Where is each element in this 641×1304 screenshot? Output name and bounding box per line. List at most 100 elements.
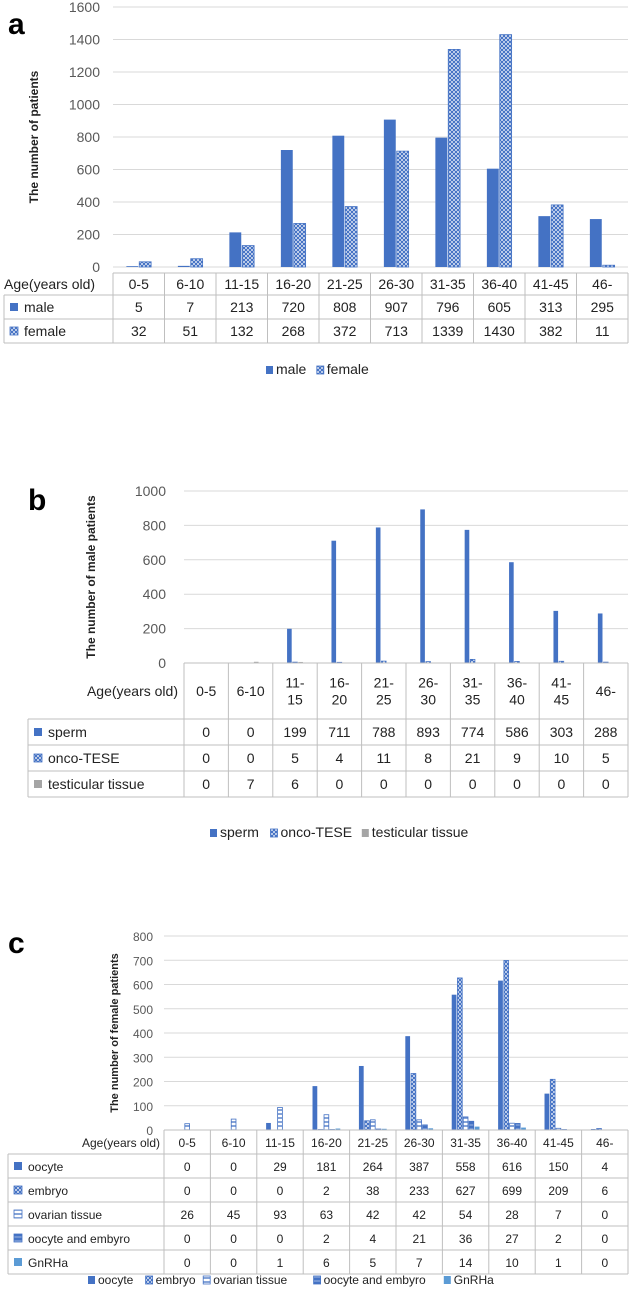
data-value-label: 8 bbox=[424, 750, 432, 766]
data-value-label: 199 bbox=[283, 724, 307, 740]
data-value-label: 11 bbox=[595, 323, 610, 339]
bar-onco-TESE bbox=[470, 659, 475, 663]
bar-oocyte-and-embyro bbox=[469, 1121, 474, 1130]
data-value-label: 26 bbox=[181, 1208, 195, 1222]
bar-sperm bbox=[598, 613, 603, 663]
data-value-label: 7 bbox=[186, 299, 194, 315]
bar-embryo bbox=[411, 1073, 416, 1130]
table-legend-key bbox=[14, 1258, 22, 1266]
bar-sperm bbox=[509, 562, 514, 663]
y-tick-label: 200 bbox=[77, 227, 101, 243]
legend-label: embryo bbox=[156, 1273, 196, 1287]
data-value-label: 6 bbox=[291, 776, 299, 792]
bar-oocyte bbox=[266, 1123, 271, 1130]
data-value-label: 893 bbox=[417, 724, 441, 740]
x-axis-title: Age(years old) bbox=[87, 683, 178, 699]
data-value-label: 2 bbox=[555, 1232, 562, 1246]
x-tick-label: 31-35 bbox=[450, 1136, 481, 1150]
data-value-label: 14 bbox=[459, 1256, 473, 1270]
data-value-label: 699 bbox=[502, 1184, 522, 1198]
legend-key bbox=[146, 1276, 153, 1284]
data-value-label: 7 bbox=[247, 776, 255, 792]
x-tick-label: 21- bbox=[374, 675, 395, 691]
data-value-label: 0 bbox=[202, 776, 210, 792]
data-value-label: 605 bbox=[488, 299, 512, 315]
x-tick-label: 6-10 bbox=[237, 683, 265, 699]
data-value-label: 63 bbox=[320, 1208, 334, 1222]
legend-key bbox=[203, 1276, 210, 1284]
x-tick-label: 31-35 bbox=[430, 276, 466, 292]
x-tick-label: 0-5 bbox=[179, 1136, 197, 1150]
legend-label: male bbox=[276, 361, 307, 377]
legend-key bbox=[88, 1276, 95, 1284]
bar-oocyte-and-embyro bbox=[423, 1125, 428, 1130]
y-tick-label: 200 bbox=[133, 1076, 153, 1090]
data-value-label: 788 bbox=[372, 724, 396, 740]
data-value-label: 0 bbox=[184, 1232, 191, 1246]
data-value-label: 0 bbox=[184, 1256, 191, 1270]
data-value-label: 4 bbox=[336, 750, 344, 766]
data-value-label: 7 bbox=[555, 1208, 562, 1222]
data-value-label: 7 bbox=[416, 1256, 423, 1270]
y-tick-label: 600 bbox=[77, 162, 101, 178]
x-tick-label: 26- bbox=[418, 675, 439, 691]
data-value-label: 54 bbox=[459, 1208, 473, 1222]
x-tick-label: 26-30 bbox=[404, 1136, 435, 1150]
y-tick-label: 0 bbox=[158, 655, 166, 671]
data-value-label: 774 bbox=[461, 724, 485, 740]
y-axis-title: The number of female patients bbox=[109, 953, 121, 1113]
data-value-label: 382 bbox=[539, 323, 563, 339]
data-value-label: 0 bbox=[277, 1232, 284, 1246]
data-value-label: 1339 bbox=[432, 323, 463, 339]
data-value-label: 4 bbox=[369, 1232, 376, 1246]
table-series-name: GnRHa bbox=[28, 1256, 68, 1270]
y-tick-label: 800 bbox=[133, 930, 153, 944]
x-tick-label: 36- bbox=[507, 675, 528, 691]
legend-key bbox=[314, 1276, 321, 1284]
y-tick-label: 1200 bbox=[69, 64, 100, 80]
y-tick-label: 600 bbox=[143, 552, 167, 568]
y-axis-title: The number of patients bbox=[27, 70, 41, 203]
x-tick-label: 30 bbox=[420, 691, 436, 707]
data-value-label: 0 bbox=[230, 1184, 237, 1198]
bar-ovarian-tissue bbox=[370, 1120, 375, 1130]
table-series-name: onco-TESE bbox=[48, 750, 120, 766]
table-legend-key bbox=[10, 327, 18, 335]
bar-sperm bbox=[287, 629, 292, 663]
bar-ovarian-tissue bbox=[324, 1115, 329, 1130]
bar-ovarian-tissue bbox=[417, 1120, 422, 1130]
data-value-label: 5 bbox=[369, 1256, 376, 1270]
data-value-label: 0 bbox=[277, 1184, 284, 1198]
data-value-label: 303 bbox=[550, 724, 574, 740]
x-tick-label: 41- bbox=[551, 675, 572, 691]
data-value-label: 0 bbox=[469, 776, 477, 792]
table-series-name: embryo bbox=[28, 1184, 68, 1198]
y-tick-label: 400 bbox=[143, 586, 167, 602]
bar-embryo bbox=[365, 1121, 370, 1130]
data-value-label: 288 bbox=[594, 724, 618, 740]
table-legend-key bbox=[14, 1162, 22, 1170]
data-value-label: 36 bbox=[459, 1232, 473, 1246]
data-value-label: 268 bbox=[282, 323, 306, 339]
data-value-label: 264 bbox=[363, 1160, 383, 1174]
bar-oocyte-and-embyro bbox=[515, 1123, 520, 1130]
data-value-label: 1 bbox=[277, 1256, 284, 1270]
y-tick-label: 100 bbox=[133, 1100, 153, 1114]
x-tick-label: 11-15 bbox=[224, 276, 259, 292]
x-axis-title: Age(years old) bbox=[4, 276, 95, 292]
y-tick-label: 800 bbox=[143, 517, 167, 533]
data-value-label: 796 bbox=[436, 299, 460, 315]
data-value-label: 6 bbox=[323, 1256, 330, 1270]
data-value-label: 713 bbox=[385, 323, 409, 339]
bar-ovarian-tissue bbox=[185, 1124, 190, 1130]
bar-embryo bbox=[504, 960, 509, 1130]
table-series-name: female bbox=[24, 323, 66, 339]
data-value-label: 11 bbox=[377, 750, 392, 766]
x-tick-label: 21-25 bbox=[357, 1136, 388, 1150]
x-tick-label: 11-15 bbox=[265, 1136, 295, 1150]
x-tick-label: 16-20 bbox=[275, 276, 311, 292]
bar-ovarian-tissue bbox=[463, 1117, 468, 1130]
y-tick-label: 400 bbox=[77, 194, 101, 210]
